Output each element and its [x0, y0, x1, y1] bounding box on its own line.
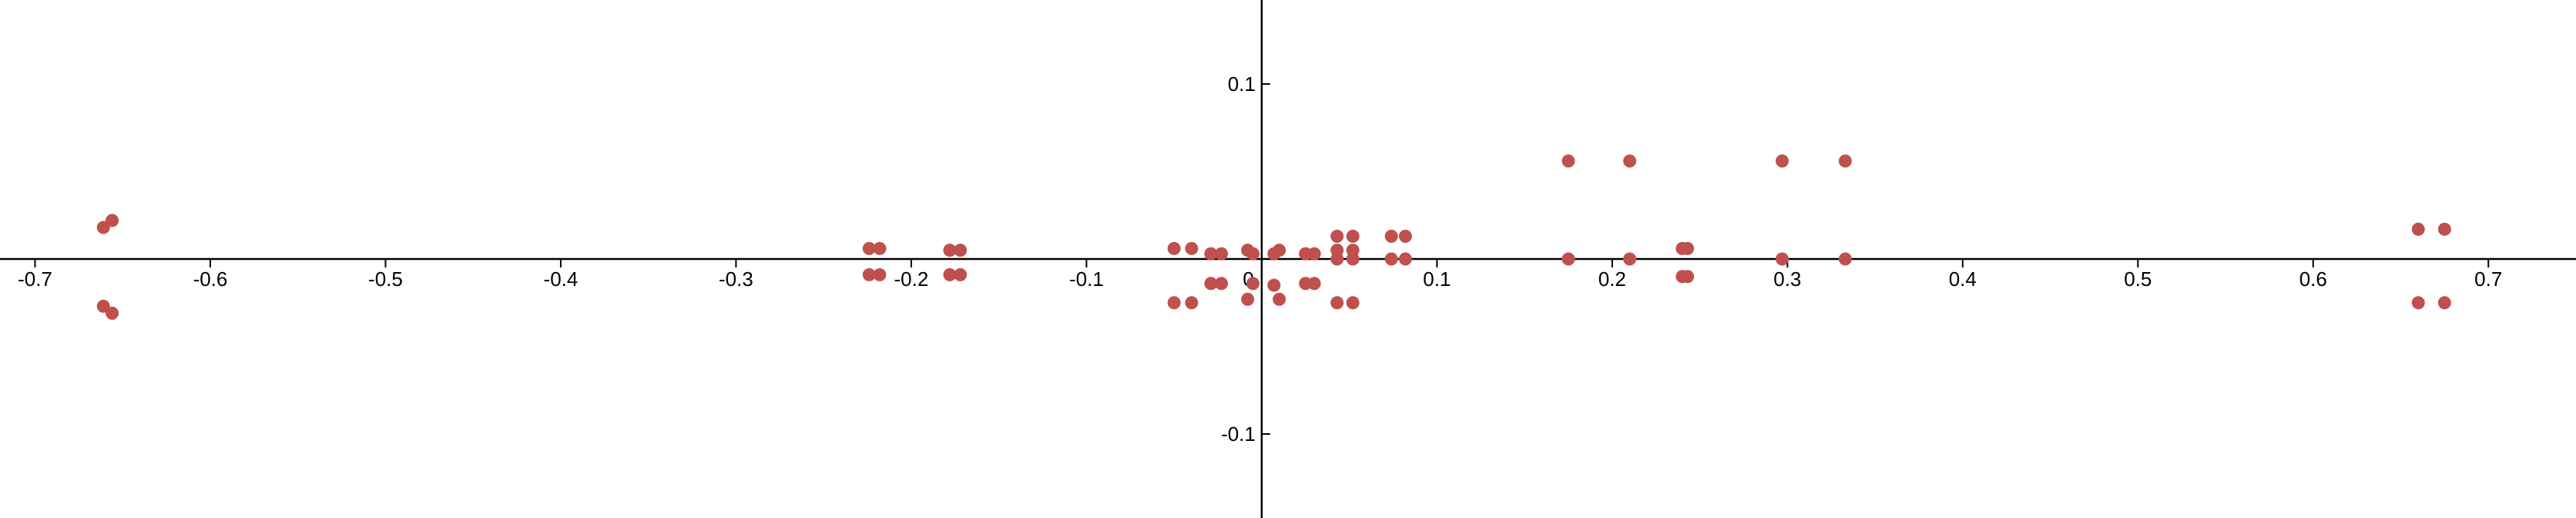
- data-point: [1561, 154, 1575, 168]
- data-point: [1185, 296, 1199, 310]
- x-tick-label: 0.6: [2299, 267, 2327, 291]
- data-point: [1307, 277, 1321, 291]
- data-point: [862, 267, 876, 281]
- x-tick-label: -0.3: [719, 267, 753, 291]
- data-point: [1838, 154, 1852, 168]
- data-point: [1241, 292, 1255, 306]
- x-tick-label: -0.7: [18, 267, 52, 291]
- data-point: [1330, 229, 1344, 243]
- data-point: [96, 299, 110, 313]
- data-point: [1838, 252, 1852, 266]
- data-point: [106, 214, 119, 227]
- data-point: [943, 267, 957, 281]
- data-point: [1346, 252, 1360, 266]
- data-point: [954, 267, 968, 281]
- data-point: [1623, 154, 1637, 168]
- data-point: [1273, 292, 1286, 306]
- data-point: [943, 244, 957, 257]
- data-point: [1681, 241, 1695, 255]
- data-point: [1346, 296, 1360, 310]
- data-point: [1623, 252, 1637, 266]
- y-axis-ticks: 0.1 -0.1: [1221, 72, 1270, 446]
- data-points: [96, 154, 2451, 320]
- x-tick-label: -0.2: [894, 267, 929, 291]
- data-point: [1561, 252, 1575, 266]
- x-tick-label: 0.7: [2474, 267, 2502, 291]
- data-point: [1215, 277, 1229, 291]
- y-tick-label: 0.1: [1228, 72, 1256, 96]
- x-tick-label: -0.6: [193, 267, 228, 291]
- data-point: [1346, 229, 1360, 243]
- data-point: [1398, 229, 1412, 243]
- data-point: [1273, 244, 1286, 257]
- y-tick-label: -0.1: [1221, 422, 1256, 446]
- data-point: [1167, 296, 1181, 310]
- data-point: [1215, 247, 1229, 261]
- data-point: [1246, 247, 1260, 261]
- data-point: [873, 267, 887, 281]
- data-point: [1167, 241, 1181, 255]
- data-point: [1681, 270, 1695, 284]
- data-point: [96, 220, 110, 234]
- data-point: [1204, 247, 1218, 261]
- data-point: [1204, 277, 1218, 291]
- data-point: [1384, 229, 1398, 243]
- x-tick-label: 0.4: [1949, 267, 1977, 291]
- x-tick-label: 0.3: [1773, 267, 1801, 291]
- data-point: [873, 241, 887, 255]
- data-point: [862, 241, 876, 255]
- data-point: [1307, 247, 1321, 261]
- data-point: [1384, 252, 1398, 266]
- data-point: [2411, 222, 2425, 236]
- x-axis-ticks: -0.7 -0.6 -0.5 -0.4 -0.3 -0.2 -0.1 0.1 0.2 0.3 0.4…: [18, 259, 2502, 291]
- data-point: [1185, 241, 1199, 255]
- data-point: [954, 244, 968, 257]
- x-tick-label: 0.2: [1598, 267, 1626, 291]
- x-tick-label: -0.5: [368, 267, 403, 291]
- data-point: [2437, 296, 2451, 310]
- data-point: [106, 306, 119, 320]
- data-point: [2411, 296, 2425, 310]
- data-point: [1776, 154, 1789, 168]
- x-tick-label: -0.1: [1069, 267, 1104, 291]
- data-point: [1398, 252, 1412, 266]
- data-point: [1267, 278, 1281, 292]
- data-point: [1246, 277, 1260, 291]
- data-point: [1330, 252, 1344, 266]
- x-tick-label: -0.4: [544, 267, 579, 291]
- data-point: [2437, 222, 2451, 236]
- x-tick-label: 0.5: [2124, 267, 2152, 291]
- data-point: [1330, 296, 1344, 310]
- data-point: [1776, 252, 1789, 266]
- x-tick-label: 0.1: [1423, 267, 1451, 291]
